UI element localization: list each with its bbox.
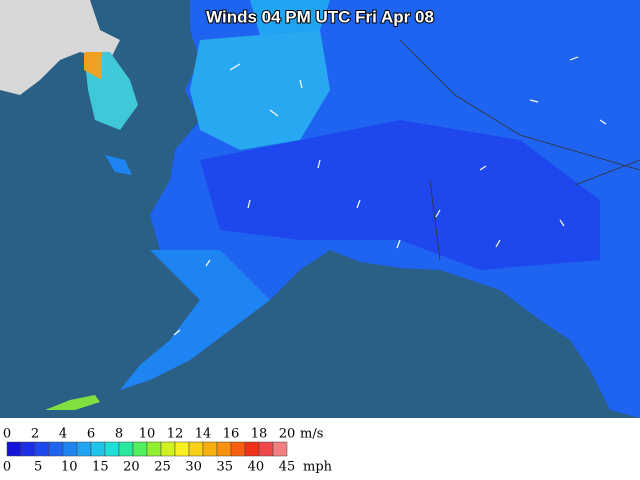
scale-label: 6 <box>87 427 95 442</box>
color-box <box>132 441 148 457</box>
map-title: Winds 04 PM UTC Fri Apr 08 <box>206 7 434 26</box>
scale-label: 4 <box>59 427 67 442</box>
scale-label: 18 <box>251 427 268 442</box>
scale-label: 0 <box>3 427 11 442</box>
interior-wind <box>200 120 600 270</box>
scale-label: 35 <box>217 460 234 475</box>
north-slope-wind <box>190 30 330 150</box>
scale-label: 0 <box>3 460 11 475</box>
scale-label: 8 <box>115 427 123 442</box>
color-box <box>48 441 64 457</box>
color-box <box>104 441 120 457</box>
scale-label: 20 <box>123 460 140 475</box>
color-box <box>160 441 176 457</box>
color-box <box>34 441 50 457</box>
scale-label: 12 <box>167 427 184 442</box>
scale-label: 20 <box>279 427 296 442</box>
scale-label: 14 <box>195 427 212 442</box>
color-box <box>272 441 288 457</box>
color-box <box>230 441 246 457</box>
unit-label: m/s <box>300 427 323 442</box>
color-box <box>244 441 260 457</box>
color-box <box>76 441 92 457</box>
scale-label: 30 <box>185 460 202 475</box>
color-box <box>174 441 190 457</box>
scale-label: 5 <box>34 460 42 475</box>
scale-label: 25 <box>154 460 171 475</box>
color-box <box>20 441 36 457</box>
unit-label: mph <box>303 460 333 475</box>
aleutians <box>45 395 100 410</box>
borders <box>399 39 640 261</box>
color-box <box>62 441 78 457</box>
color-box <box>6 441 22 457</box>
color-box <box>118 441 134 457</box>
strong-wind <box>84 52 102 80</box>
scale-label: 10 <box>61 460 78 475</box>
peninsula-wind <box>120 250 270 390</box>
scale-label: 16 <box>223 427 240 442</box>
color-box <box>216 441 232 457</box>
color-box <box>146 441 162 457</box>
scale-label: 2 <box>31 427 39 442</box>
color-box <box>90 441 106 457</box>
coast-wind <box>250 0 330 35</box>
color-box <box>258 441 274 457</box>
scale-label: 15 <box>92 460 109 475</box>
wind-arrows <box>173 56 607 336</box>
scale-label: 40 <box>248 460 265 475</box>
color-legend: 0 2 4 6 8 10 12 14 16 18 20 0 5 10 15 20 25 30 35 40 45 m/s mp… <box>3 427 333 475</box>
color-box <box>202 441 218 457</box>
scale-label: 10 <box>139 427 156 442</box>
scale-label: 45 <box>279 460 296 475</box>
st-lawrence-island <box>105 155 132 175</box>
siberia <box>0 0 120 95</box>
color-box <box>188 441 204 457</box>
wind-map: Winds 04 PM UTC Fri Apr 08 <box>0 0 640 418</box>
